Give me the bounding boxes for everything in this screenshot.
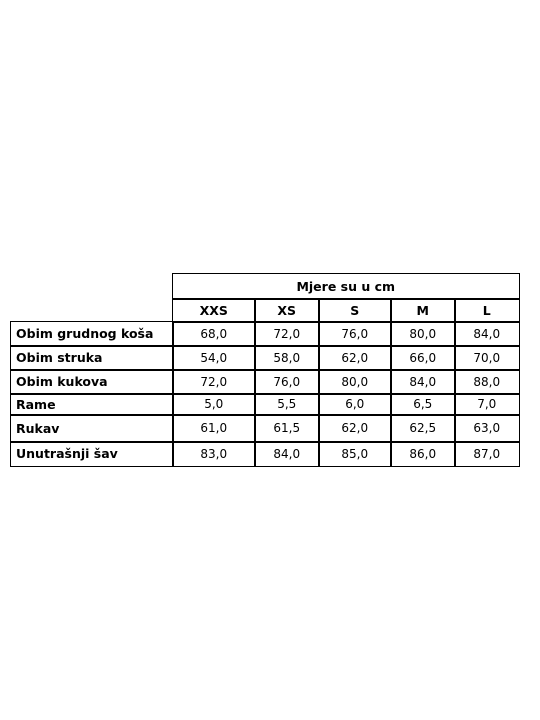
size-header: XXS xyxy=(172,298,256,323)
row-label: Obim kukova xyxy=(10,369,174,395)
value-cell: 6,0 xyxy=(318,393,392,416)
value-cell: 61,0 xyxy=(172,414,256,443)
row-label: Rame xyxy=(10,393,174,416)
value-cell: 72,0 xyxy=(172,369,256,395)
value-cell: 5,0 xyxy=(172,393,256,416)
value-cell: 62,0 xyxy=(318,414,392,443)
row-label: Rukav xyxy=(10,414,174,443)
value-cell: 80,0 xyxy=(390,321,456,347)
value-cell: 63,0 xyxy=(454,414,520,443)
value-cell: 72,0 xyxy=(254,321,320,347)
row-label: Unutrašnji šav xyxy=(10,441,174,467)
size-header: XS xyxy=(254,298,320,323)
value-cell: 66,0 xyxy=(390,345,456,371)
value-cell: 62,0 xyxy=(318,345,392,371)
row-label: Obim struka xyxy=(10,345,174,371)
value-cell: 88,0 xyxy=(454,369,520,395)
value-cell: 5,5 xyxy=(254,393,320,416)
size-header: M xyxy=(390,298,456,323)
value-cell: 76,0 xyxy=(254,369,320,395)
value-cell: 83,0 xyxy=(172,441,256,467)
value-cell: 84,0 xyxy=(454,321,520,347)
value-cell: 58,0 xyxy=(254,345,320,371)
value-cell: 80,0 xyxy=(318,369,392,395)
value-cell: 84,0 xyxy=(390,369,456,395)
value-cell: 54,0 xyxy=(172,345,256,371)
value-cell: 70,0 xyxy=(454,345,520,371)
table-title: Mjere su u cm xyxy=(172,273,520,300)
value-cell: 76,0 xyxy=(318,321,392,347)
value-cell: 85,0 xyxy=(318,441,392,467)
size-header: S xyxy=(318,298,392,323)
value-cell: 86,0 xyxy=(390,441,456,467)
value-cell: 6,5 xyxy=(390,393,456,416)
value-cell: 84,0 xyxy=(254,441,320,467)
size-header: L xyxy=(454,298,520,323)
value-cell: 87,0 xyxy=(454,441,520,467)
row-label: Obim grudnog koša xyxy=(10,321,174,347)
value-cell: 68,0 xyxy=(172,321,256,347)
value-cell: 61,5 xyxy=(254,414,320,443)
value-cell: 62,5 xyxy=(390,414,456,443)
value-cell: 7,0 xyxy=(454,393,520,416)
